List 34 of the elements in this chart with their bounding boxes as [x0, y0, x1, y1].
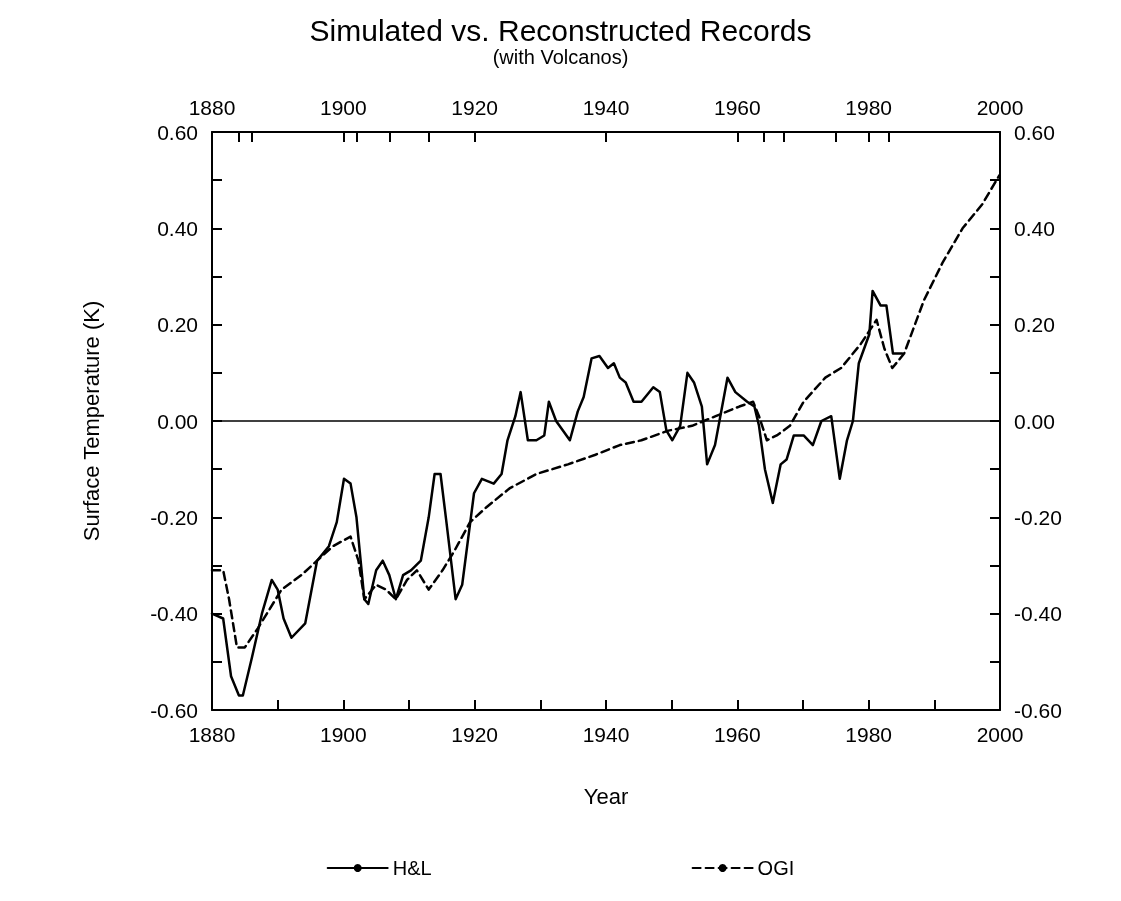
y-tick-label: -0.20	[150, 505, 198, 529]
x2-tick-label: 1920	[451, 96, 499, 119]
x-tick-label: 1900	[319, 723, 367, 746]
x-tick-label: 1880	[188, 723, 236, 746]
y2-tick-label: 0.20	[1014, 313, 1055, 337]
x-tick-label: 2000	[976, 723, 1024, 746]
chart-title: Simulated vs. Reconstructed Records	[309, 13, 812, 47]
x2-tick-label: 1960	[713, 96, 761, 119]
x2-tick-label: 2000	[976, 96, 1024, 119]
legend-label: H&L	[392, 857, 432, 879]
x-tick-label: 1940	[582, 723, 630, 746]
y2-tick-label: 0.40	[1014, 216, 1055, 240]
y-tick-label: 0.60	[157, 120, 198, 144]
legend-label: OGI	[757, 857, 795, 879]
x-tick-label: 1960	[713, 723, 761, 746]
x2-tick-label: 1880	[188, 96, 236, 119]
y2-tick-label: -0.40	[1014, 602, 1062, 626]
y-tick-label: -0.40	[150, 602, 198, 626]
y2-tick-label: -0.60	[1014, 698, 1062, 722]
y-tick-label: 0.00	[157, 409, 198, 433]
y2-tick-label: -0.20	[1014, 505, 1062, 529]
x-tick-label: 1920	[451, 723, 499, 746]
x2-tick-label: 1980	[845, 96, 893, 119]
y-tick-label: -0.60	[150, 698, 198, 722]
x2-tick-label: 1940	[582, 96, 630, 119]
chart-subtitle: (with Volcanos)	[492, 46, 629, 68]
x-axis-title: Year	[583, 783, 629, 809]
x2-tick-label: 1900	[319, 96, 367, 119]
y-tick-label: 0.20	[157, 313, 198, 337]
y2-tick-label: 0.00	[1014, 409, 1055, 433]
y-tick-label: 0.40	[157, 216, 198, 240]
x-tick-label: 1980	[845, 723, 893, 746]
y2-tick-label: 0.60	[1014, 120, 1055, 144]
y-axis-title: Surface Temperature (K)	[78, 300, 104, 542]
